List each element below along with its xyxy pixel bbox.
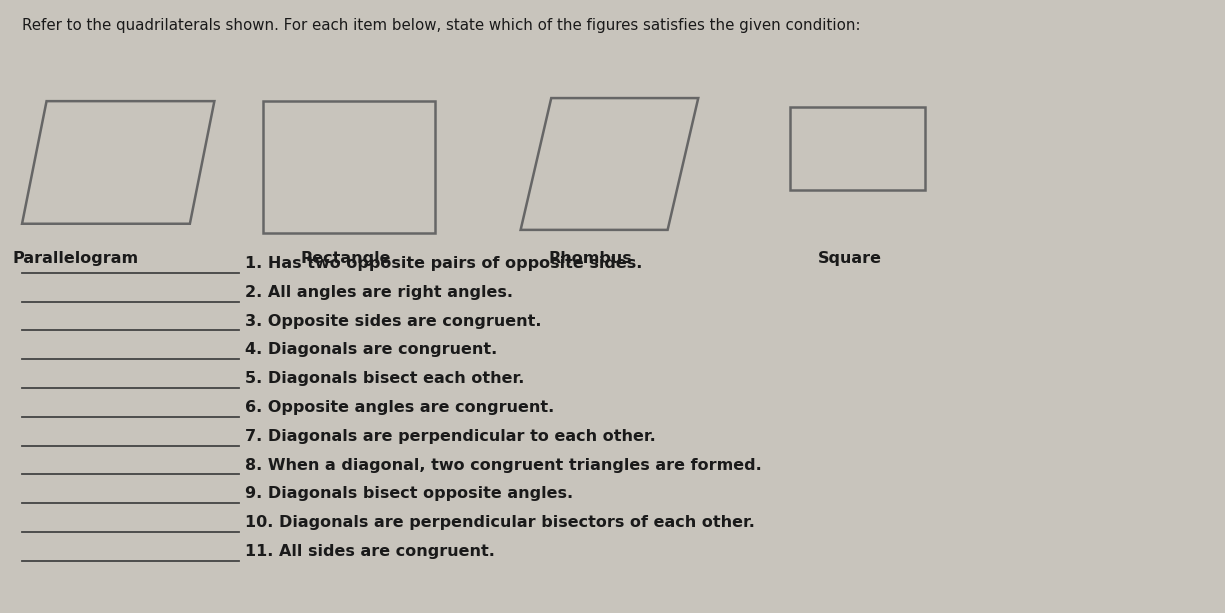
- Text: 1. Has two opposite pairs of opposite sides.: 1. Has two opposite pairs of opposite si…: [245, 256, 642, 271]
- Text: 3. Opposite sides are congruent.: 3. Opposite sides are congruent.: [245, 314, 541, 329]
- Text: 6. Opposite angles are congruent.: 6. Opposite angles are congruent.: [245, 400, 554, 415]
- Text: 2. All angles are right angles.: 2. All angles are right angles.: [245, 285, 513, 300]
- Text: Square: Square: [818, 251, 882, 266]
- Text: 10. Diagonals are perpendicular bisectors of each other.: 10. Diagonals are perpendicular bisector…: [245, 516, 755, 530]
- Text: 7. Diagonals are perpendicular to each other.: 7. Diagonals are perpendicular to each o…: [245, 429, 655, 444]
- Text: Rectangle: Rectangle: [300, 251, 391, 266]
- Text: 5. Diagonals bisect each other.: 5. Diagonals bisect each other.: [245, 371, 524, 386]
- Text: 9. Diagonals bisect opposite angles.: 9. Diagonals bisect opposite angles.: [245, 487, 573, 501]
- Text: Refer to the quadrilaterals shown. For each item below, state which of the figur: Refer to the quadrilaterals shown. For e…: [22, 18, 860, 33]
- Text: 8. When a diagonal, two congruent triangles are formed.: 8. When a diagonal, two congruent triang…: [245, 458, 762, 473]
- Text: 11. All sides are congruent.: 11. All sides are congruent.: [245, 544, 495, 559]
- Text: Rhombus: Rhombus: [549, 251, 632, 266]
- Text: 4. Diagonals are congruent.: 4. Diagonals are congruent.: [245, 343, 497, 357]
- Text: Parallelogram: Parallelogram: [12, 251, 138, 266]
